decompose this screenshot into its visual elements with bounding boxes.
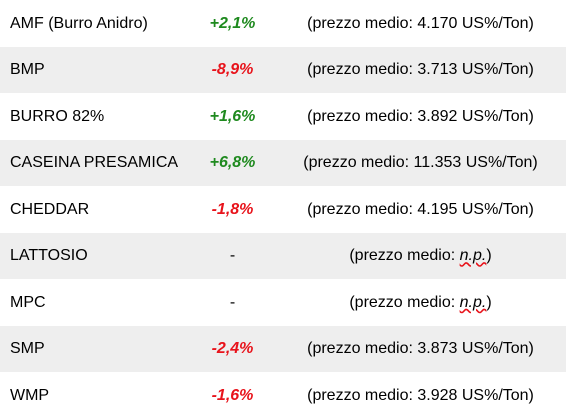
change: - — [229, 293, 236, 311]
price: (prezzo medio: 3.713 US%/Ton) — [275, 46, 566, 93]
price: (prezzo medio: 3.873 US%/Ton) — [275, 325, 566, 372]
row: CASEINA PRESAMICA +6,8% (prezzo medio: 11.… — [0, 139, 566, 186]
price-text: (prezzo medio: — [349, 247, 456, 265]
row: BURRO 82% +1,6% (prezzo medio: 3.892 US%/T… — [0, 93, 566, 140]
price-text: (prezzo medio: 11.353 US%/Ton) — [303, 154, 538, 172]
price: (prezzo medio: 4.195 US%/Ton) — [275, 186, 566, 233]
row: CHEDDAR -1,8% (prezzo medio: 4.195 US%/Ton… — [0, 186, 566, 233]
price-text: (prezzo medio: 3.928 US%/Ton) — [307, 386, 534, 404]
product: BMP — [0, 46, 190, 93]
price-np: n.p. — [459, 293, 487, 311]
price: (prezzo medio: 11.353 US%/Ton) — [275, 139, 566, 186]
row: BMP -8,9% (prezzo medio: 3.713 US%/Ton) — [0, 46, 566, 93]
change: - — [190, 232, 275, 279]
price-text: (prezzo medio: 4.170 US%/Ton) — [307, 14, 534, 32]
product: MPC — [10, 293, 46, 311]
price: (prezzo medio: 3.892 US%/Ton) — [275, 93, 566, 140]
change: -1,8% — [211, 200, 254, 218]
change: -2,4% — [190, 325, 275, 372]
change: -1,6% — [211, 386, 254, 404]
price-text: (prezzo medio: — [349, 293, 456, 311]
price-np: n.p. — [459, 247, 487, 265]
change: +2,1% — [209, 14, 256, 32]
price-end: ) — [486, 247, 492, 265]
row: WMP -1,6% (prezzo medio: 3.928 US%/Ton) — [0, 372, 566, 419]
row: AMF (Burro Anidro) +2,1% (prezzo medio: 4.… — [0, 0, 566, 47]
price-text: (prezzo medio: 3.713 US%/Ton) — [307, 61, 534, 79]
price-end: ) — [486, 293, 492, 311]
product: WMP — [10, 386, 50, 404]
price-text: (prezzo medio: 3.892 US%/Ton) — [307, 107, 534, 125]
price-text: (prezzo medio: 3.873 US%/Ton) — [307, 340, 534, 358]
row: MPC - (prezzo medio: n.p.) — [0, 279, 566, 326]
price: (prezzo medio: 4.170 US%/Ton) — [275, 0, 566, 47]
change: +6,8% — [190, 139, 275, 186]
change: -8,9% — [190, 46, 275, 93]
product: AMF (Burro Anidro) — [10, 14, 148, 32]
change: +1,6% — [209, 107, 256, 125]
product: SMP — [0, 325, 190, 372]
row: LATTOSIO - (prezzo medio: n.p.) — [0, 232, 566, 279]
price: (prezzo medio: n.p.) — [275, 279, 566, 326]
product: CHEDDAR — [10, 200, 90, 218]
product: BURRO 82% — [10, 107, 105, 125]
product: CASEINA PRESAMICA — [0, 139, 190, 186]
price: (prezzo medio: 3.928 US%/Ton) — [275, 372, 566, 419]
price: (prezzo medio: n.p.) — [275, 232, 566, 279]
price-text: (prezzo medio: 4.195 US%/Ton) — [307, 200, 534, 218]
row: SMP -2,4% (prezzo medio: 3.873 US%/Ton) — [0, 325, 566, 372]
product: LATTOSIO — [0, 232, 190, 279]
